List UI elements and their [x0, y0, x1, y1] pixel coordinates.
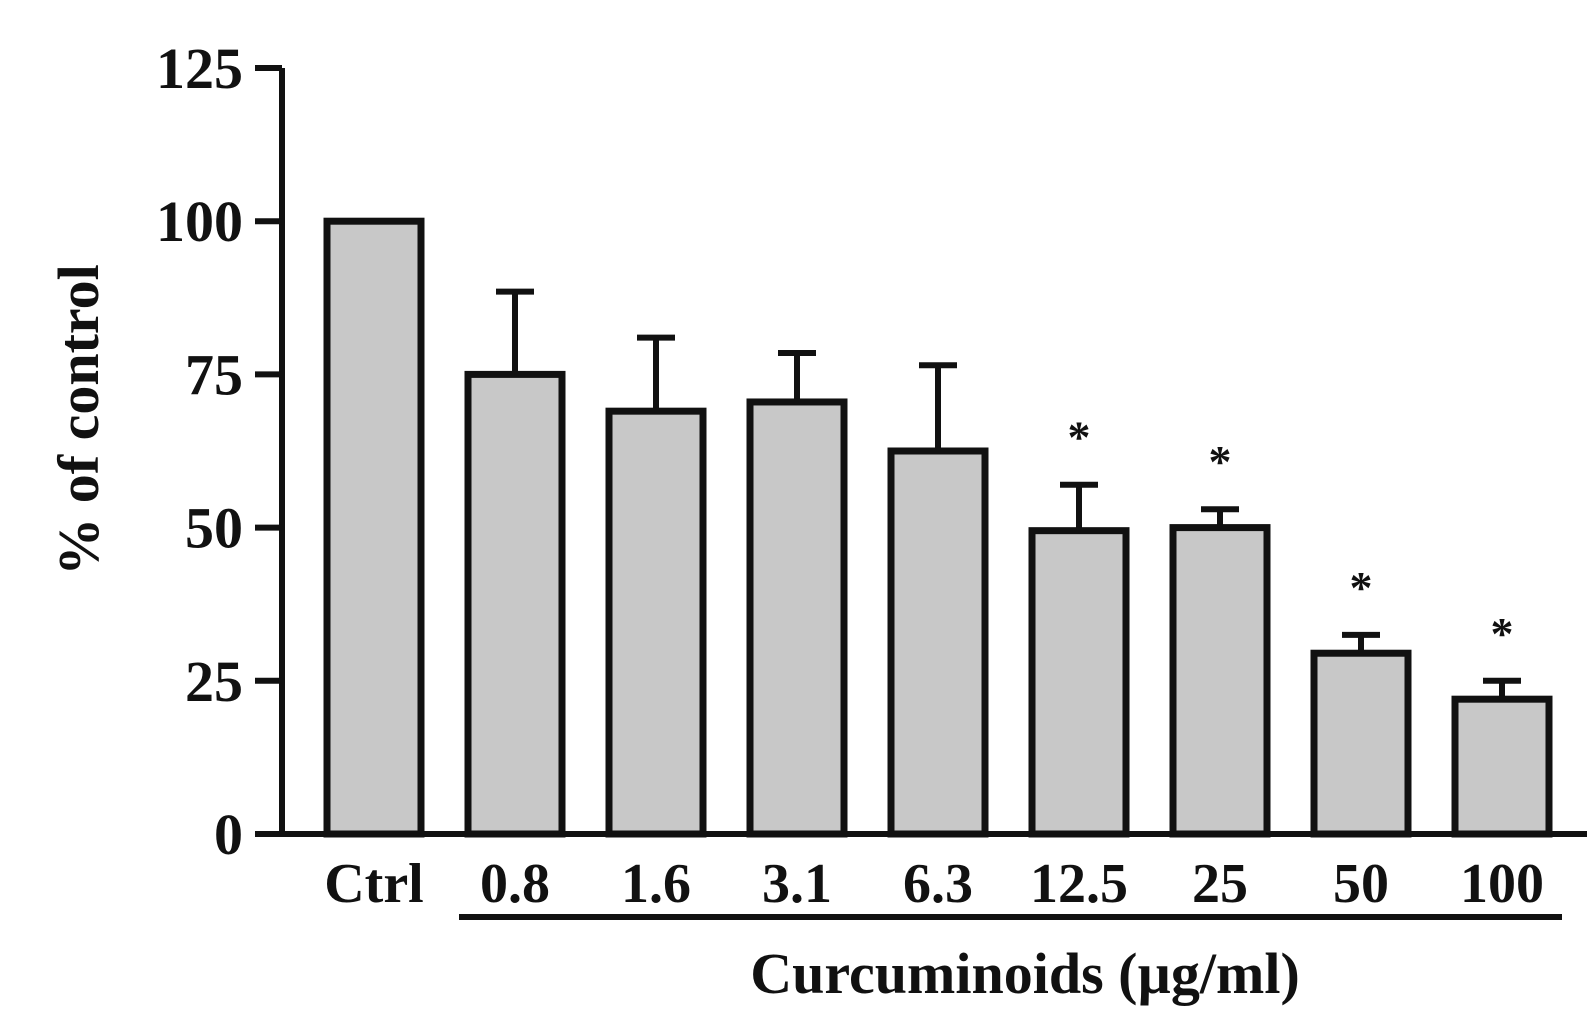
x-tick-label: 100: [1460, 853, 1544, 915]
y-tick-label: 50: [185, 496, 243, 561]
bar-50: [1310, 649, 1412, 838]
significance-marker: *: [1209, 436, 1232, 487]
x-tick-label: 50: [1333, 853, 1389, 915]
x-tick-label: 25: [1192, 853, 1248, 915]
significance-marker: *: [1068, 412, 1091, 463]
bar-0.8: [464, 370, 566, 838]
x-tick-label: 0.8: [480, 853, 550, 915]
x-axis-title: Curcuminoids (µg/ml): [750, 941, 1300, 1006]
y-tick-label: 0: [214, 802, 243, 867]
y-tick-label: 25: [185, 649, 243, 714]
x-tick-label: 6.3: [903, 853, 973, 915]
bar-3.1: [746, 398, 848, 838]
x-tick-label: 3.1: [762, 853, 832, 915]
y-axis-title: % of control: [46, 264, 111, 575]
x-tick-label: 12.5: [1030, 853, 1128, 915]
significance-marker: *: [1491, 608, 1514, 659]
bar-Ctrl: [323, 217, 425, 838]
y-tick-label: 100: [156, 189, 243, 254]
bar-25: [1169, 524, 1271, 838]
y-tick-label: 125: [156, 36, 243, 101]
bar-6.3: [887, 447, 989, 838]
bars: * * * *: [323, 217, 1553, 838]
significance-marker: *: [1350, 562, 1373, 613]
y-ticks: 0 25 50 75 100 125: [156, 36, 282, 867]
x-tick-label: Ctrl: [324, 853, 424, 915]
bar-12.5: [1028, 527, 1130, 838]
x-tick-label: 1.6: [621, 853, 691, 915]
bar-1.6: [605, 407, 707, 838]
bar-100: [1451, 695, 1553, 838]
x-tick-labels: Ctrl 0.8 1.6 3.1 6.3 12.5 25 50 100: [324, 853, 1544, 915]
y-tick-label: 75: [185, 342, 243, 407]
